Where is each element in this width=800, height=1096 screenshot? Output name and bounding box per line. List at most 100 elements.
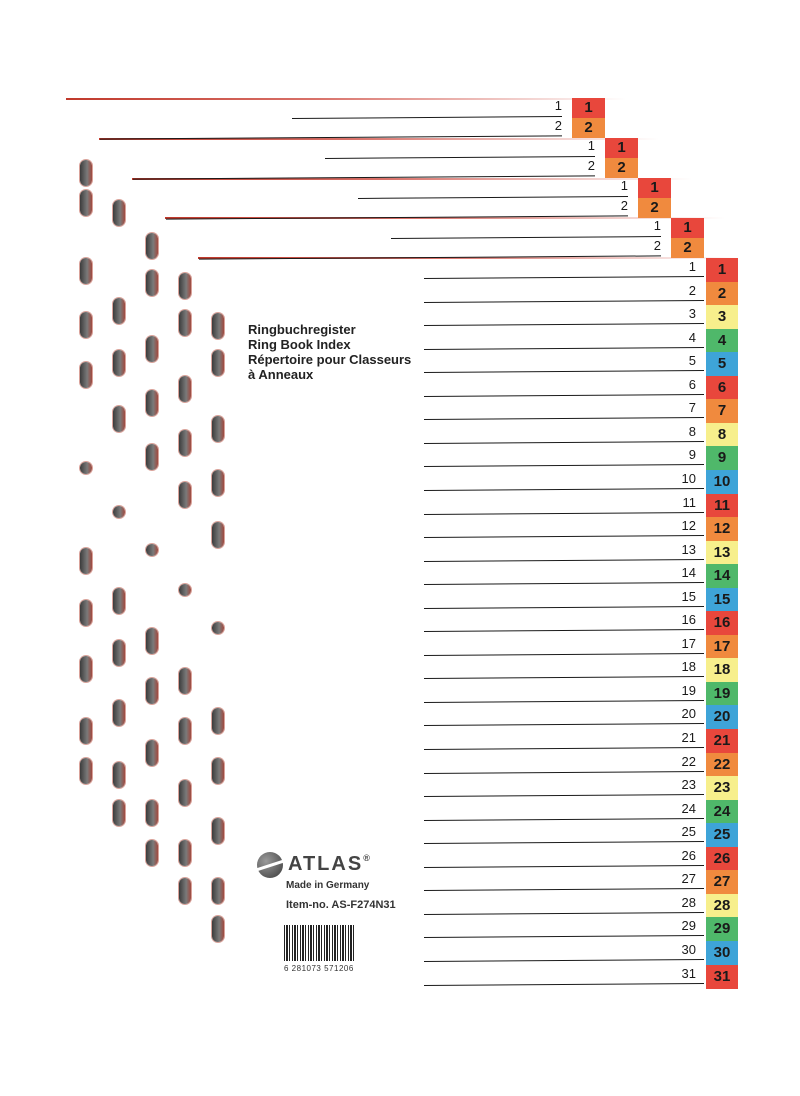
index-tab[interactable]: 20: [706, 705, 738, 729]
index-tab[interactable]: 16: [706, 611, 738, 635]
header-tab[interactable]: 2: [605, 158, 638, 178]
index-number: 27: [681, 871, 696, 886]
index-tab[interactable]: 15: [706, 588, 738, 612]
punch-hole: [179, 840, 191, 866]
punch-hole: [113, 762, 125, 788]
index-tab[interactable]: 19: [706, 682, 738, 706]
punch-hole: [80, 190, 92, 216]
index-number: 18: [681, 659, 696, 674]
sheet-edge: [66, 98, 626, 100]
header-tab[interactable]: 2: [671, 238, 704, 258]
punch-hole: [113, 298, 125, 324]
punch-hole: [113, 350, 125, 376]
index-tab[interactable]: 21: [706, 729, 738, 753]
brand-name: ATLAS®: [288, 853, 372, 876]
index-number: 14: [681, 565, 696, 580]
header-tab[interactable]: 2: [572, 118, 605, 138]
index-tab[interactable]: 2: [706, 282, 738, 306]
punch-hole: [212, 708, 224, 734]
index-tab[interactable]: 30: [706, 941, 738, 965]
index-number: 17: [681, 636, 696, 651]
punch-hole: [113, 200, 125, 226]
punch-hole: [146, 840, 158, 866]
punch-hole-round: [80, 462, 92, 474]
index-tab[interactable]: 3: [706, 305, 738, 329]
brand-name-text: ATLAS: [288, 853, 364, 875]
index-tab[interactable]: 4: [706, 329, 738, 353]
index-number: 4: [688, 330, 696, 345]
index-tab[interactable]: 13: [706, 541, 738, 565]
index-number: 30: [681, 942, 696, 957]
index-number: 7: [688, 400, 696, 415]
index-tab[interactable]: 22: [706, 753, 738, 777]
index-tab[interactable]: 24: [706, 800, 738, 824]
title-french-2: à Anneaux: [248, 367, 314, 382]
index-number: 15: [681, 589, 696, 604]
index-number: 5: [688, 353, 696, 368]
index-number: 10: [681, 471, 696, 486]
index-number: 22: [681, 754, 696, 769]
index-number: 20: [681, 706, 696, 721]
punch-hole: [146, 270, 158, 296]
index-number: 24: [681, 801, 696, 816]
punch-hole: [80, 600, 92, 626]
index-number: 9: [688, 447, 696, 462]
index-tab[interactable]: 25: [706, 823, 738, 847]
index-tab[interactable]: 18: [706, 658, 738, 682]
index-tab[interactable]: 23: [706, 776, 738, 800]
punch-hole: [179, 878, 191, 904]
title-french: Répertoire pour Classeurs: [248, 352, 412, 367]
punch-hole: [212, 758, 224, 784]
punch-hole: [179, 310, 191, 336]
punch-hole: [179, 668, 191, 694]
sheet-number: 1: [587, 138, 595, 153]
index-tab[interactable]: 17: [706, 635, 738, 659]
index-tab[interactable]: 1: [706, 258, 738, 282]
sheet-edge: [99, 138, 659, 140]
index-tab[interactable]: 7: [706, 399, 738, 423]
sheet-number: 2: [554, 118, 562, 133]
punch-hole: [146, 800, 158, 826]
index-number: 25: [681, 824, 696, 839]
index-tab[interactable]: 11: [706, 494, 738, 518]
punch-hole: [113, 800, 125, 826]
punch-hole: [113, 588, 125, 614]
index-number: 8: [688, 424, 696, 439]
index-number: 16: [681, 612, 696, 627]
punch-hole: [146, 740, 158, 766]
punch-hole: [113, 406, 125, 432]
index-tab[interactable]: 8: [706, 423, 738, 447]
index-tab[interactable]: 29: [706, 917, 738, 941]
index-number: 1: [688, 259, 696, 274]
index-tab[interactable]: 5: [706, 352, 738, 376]
index-number: 21: [681, 730, 696, 745]
punch-hole: [113, 700, 125, 726]
index-tab[interactable]: 31: [706, 965, 738, 989]
index-tab[interactable]: 10: [706, 470, 738, 494]
index-tab[interactable]: 26: [706, 847, 738, 871]
barcode-number: 6 281073 571206: [284, 964, 354, 973]
header-tab[interactable]: 1: [572, 98, 605, 118]
header-tab[interactable]: 1: [605, 138, 638, 158]
index-tab[interactable]: 28: [706, 894, 738, 918]
index-tab[interactable]: 27: [706, 870, 738, 894]
index-tab[interactable]: 6: [706, 376, 738, 400]
punch-hole: [80, 718, 92, 744]
punch-hole: [212, 313, 224, 339]
punch-hole: [179, 430, 191, 456]
punch-hole: [212, 470, 224, 496]
punch-hole: [179, 376, 191, 402]
index-number: 13: [681, 542, 696, 557]
punch-hole: [179, 718, 191, 744]
punch-hole-round: [146, 544, 158, 556]
index-number: 29: [681, 918, 696, 933]
atlas-logo-icon: [257, 852, 283, 878]
index-tab[interactable]: 14: [706, 564, 738, 588]
index-number: 2: [688, 283, 696, 298]
header-tab[interactable]: 1: [638, 178, 671, 198]
index-tab[interactable]: 12: [706, 517, 738, 541]
index-tab[interactable]: 9: [706, 446, 738, 470]
header-tab[interactable]: 1: [671, 218, 704, 238]
index-number: 6: [688, 377, 696, 392]
header-tab[interactable]: 2: [638, 198, 671, 218]
